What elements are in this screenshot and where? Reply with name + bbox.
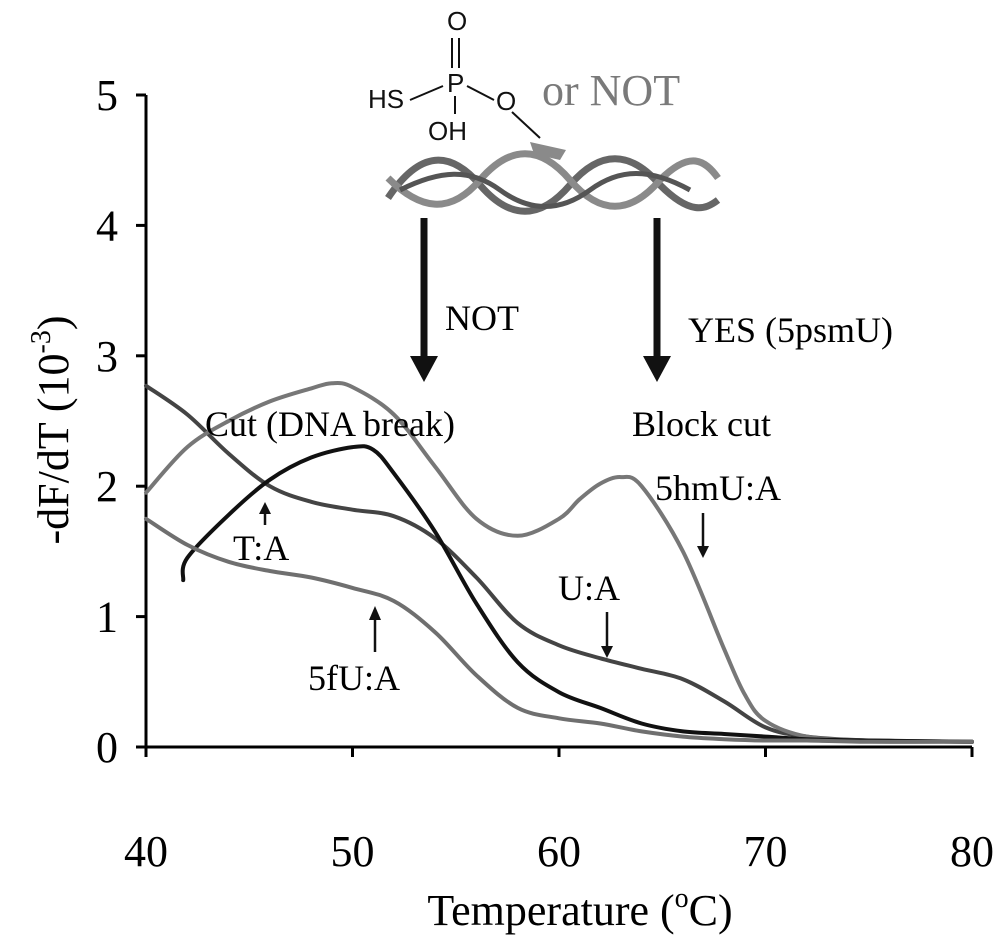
y-tick-label-5: 5	[96, 71, 118, 120]
series-line-5hmu-a	[144, 380, 974, 744]
mol-oh: OH	[428, 116, 467, 146]
yes-arrow	[643, 218, 671, 382]
fu-arrow	[369, 606, 381, 652]
y-axis-title: -dF/dT (10-3)	[26, 315, 78, 544]
y-tick-label-0: 0	[96, 723, 118, 772]
y-tick-label-3: 3	[96, 332, 118, 381]
dna-helix-illustration	[385, 142, 721, 215]
cut-label: Cut (DNA break)	[205, 404, 455, 444]
not-arrow	[410, 218, 438, 382]
x-axis-title: Temperature (oC)	[427, 883, 732, 935]
mol-p: P	[447, 68, 464, 98]
ta-arrow	[259, 502, 271, 525]
y-tick-label-4: 4	[96, 201, 118, 250]
series-group	[144, 380, 974, 744]
phosphorothioate-structure: O P HS OH O or NOT	[368, 6, 680, 146]
y-tick-label-2: 2	[96, 462, 118, 511]
mol-hs: HS	[368, 84, 404, 114]
axis-tick-labels: 40 50 60 70 80 0 1 2 3 4 5	[96, 71, 994, 876]
fu-label: 5fU:A	[308, 658, 400, 698]
mol-bond-p-o	[466, 85, 495, 101]
dna-strand-a	[385, 155, 721, 215]
block-cut-label: Block cut	[632, 404, 771, 444]
not-label: NOT	[445, 298, 519, 338]
modified-base-flag	[530, 142, 566, 160]
series-line-u-a	[180, 444, 974, 744]
mol-o-right: O	[496, 86, 516, 116]
ua-label: U:A	[558, 568, 620, 608]
mol-bond-o-linker	[511, 111, 541, 139]
series-line-t-a	[144, 383, 974, 744]
ta-label: T:A	[233, 528, 289, 568]
hmu-label: 5hmU:A	[655, 468, 781, 508]
ua-arrow	[601, 612, 613, 658]
x-tick-label-40: 40	[124, 827, 168, 876]
series-line-5fu-a	[144, 516, 974, 744]
x-tick-label-50: 50	[331, 827, 375, 876]
hmu-arrow	[697, 513, 709, 558]
dna-strand-b	[385, 150, 721, 210]
x-tick-label-60: 60	[537, 827, 581, 876]
dna-strand-c	[398, 171, 692, 209]
or-not-label: or NOT	[542, 66, 680, 115]
x-tick-label-70: 70	[744, 827, 788, 876]
mol-o-top: O	[447, 6, 467, 36]
axis-ticks	[136, 93, 974, 757]
yes-label: YES (5psmU)	[688, 310, 893, 350]
x-tick-label-80: 80	[950, 827, 994, 876]
y-tick-label-1: 1	[96, 593, 118, 642]
mol-bond-s-p	[409, 85, 444, 101]
